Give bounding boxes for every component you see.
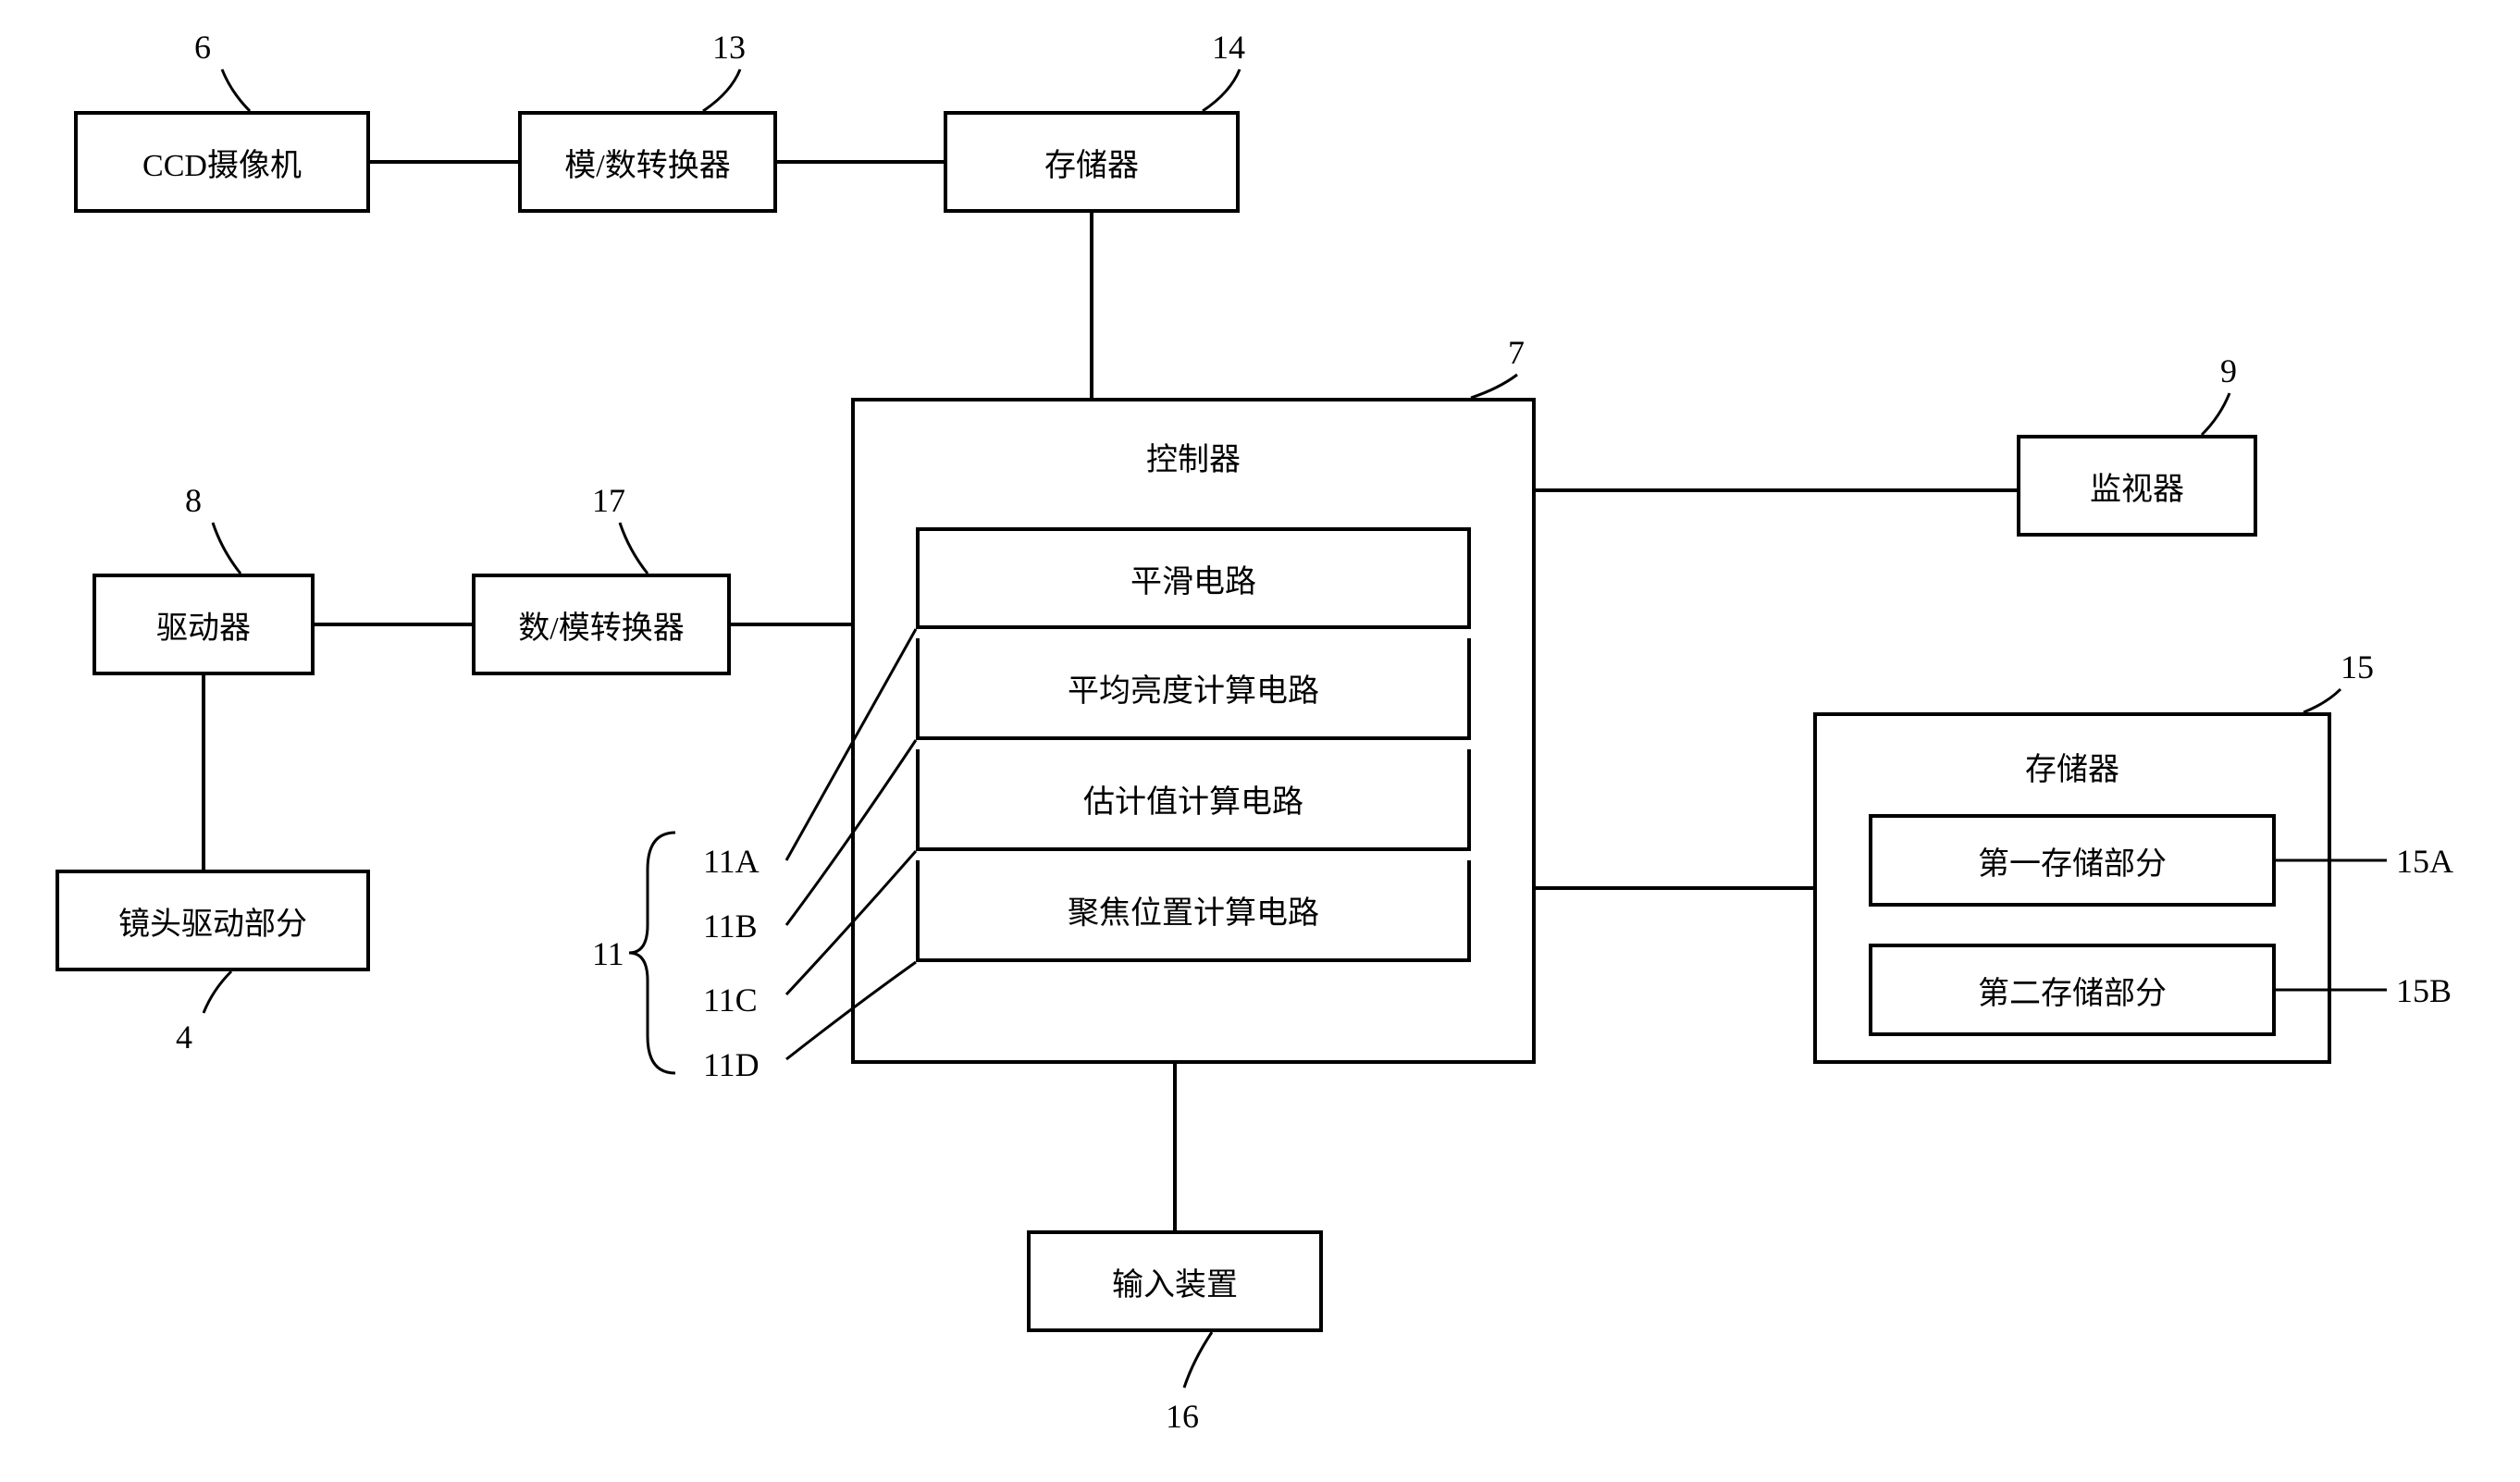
- diagram-canvas: CCD摄像机 模/数转换器 存储器 驱动器 数/模转换器 镜头驱动部分 监视器 …: [0, 0, 2520, 1482]
- connections: [0, 0, 2520, 1482]
